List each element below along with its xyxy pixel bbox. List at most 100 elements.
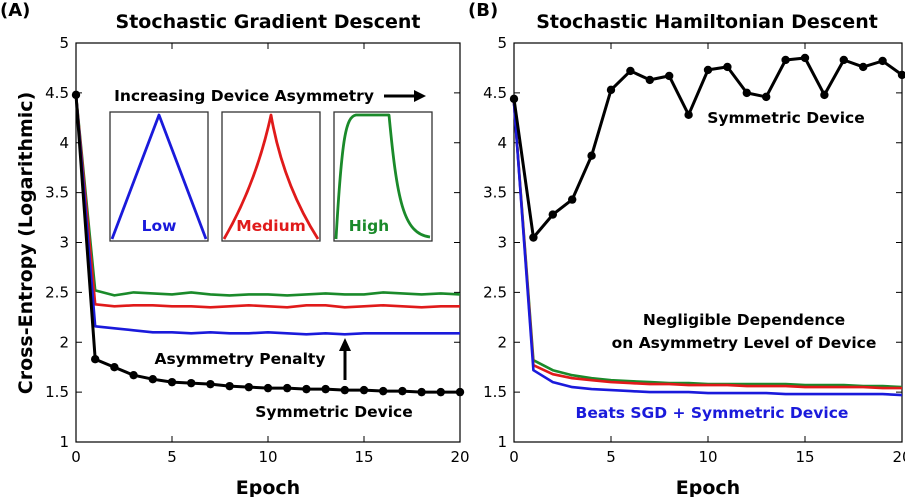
asymmetry-penalty-label: Asymmetry Penalty bbox=[155, 350, 326, 368]
data-point-symmetric-device bbox=[703, 65, 713, 75]
data-point-symmetric-device bbox=[110, 362, 119, 372]
data-point-symmetric-device bbox=[820, 90, 829, 100]
data-point-symmetric-device bbox=[129, 370, 138, 380]
y-tick-label: 4.5 bbox=[45, 84, 69, 102]
y-tick-label: 3 bbox=[497, 234, 507, 252]
inset-box-medium bbox=[221, 111, 321, 242]
data-point-symmetric-device bbox=[548, 210, 557, 219]
y-tick-label: 1 bbox=[59, 433, 69, 451]
y-tick-label: 1.5 bbox=[45, 383, 69, 401]
x-tick-label: 20 bbox=[450, 448, 469, 466]
penalty-arrow bbox=[339, 338, 351, 380]
panel-a-title: Stochastic Gradient Descent bbox=[116, 11, 421, 33]
inset-curve-medium bbox=[222, 113, 320, 240]
data-point-symmetric-device bbox=[263, 383, 273, 393]
y-tick-label: 4.5 bbox=[483, 84, 507, 102]
data-point-symmetric-device bbox=[509, 94, 519, 104]
x-tick-label: 10 bbox=[698, 448, 717, 466]
inset-label-low: Low bbox=[142, 217, 177, 235]
x-tick-label: 0 bbox=[509, 448, 519, 466]
panel-b-title: Stochastic Hamiltonian Descent bbox=[536, 11, 878, 33]
y-tick-label: 4 bbox=[59, 134, 69, 152]
y-tick-label: 2.5 bbox=[45, 283, 69, 301]
data-point-symmetric-device bbox=[436, 387, 445, 397]
data-point-symmetric-device bbox=[742, 88, 751, 98]
inset-curve-high bbox=[334, 113, 431, 240]
inset-curve-low bbox=[110, 113, 208, 240]
data-point-symmetric-device bbox=[839, 55, 848, 65]
y-tick-label: 2.5 bbox=[483, 283, 507, 301]
data-point-symmetric-device bbox=[781, 55, 790, 65]
series-line-symmetric-device bbox=[512, 56, 903, 239]
y-tick-label: 2 bbox=[59, 333, 69, 351]
beats-sgd-label: Beats SGD + Symmetric Device bbox=[576, 404, 849, 422]
data-point-symmetric-device bbox=[800, 53, 810, 63]
x-tick-label: 5 bbox=[167, 448, 177, 466]
panel-b-label: (B) bbox=[468, 0, 498, 21]
y-tick-label: 3.5 bbox=[483, 184, 507, 202]
data-point-symmetric-device bbox=[206, 379, 215, 389]
asymmetry-insets: Low Medium High bbox=[109, 111, 433, 242]
data-point-symmetric-device bbox=[283, 383, 292, 393]
data-point-symmetric-device bbox=[645, 75, 654, 85]
data-point-symmetric-device bbox=[859, 62, 868, 72]
panel-a-plot: 0 5 10 15 20 1 1.5 2 2.5 3 3.5 4 4.5 5 bbox=[45, 34, 469, 466]
data-point-symmetric-device bbox=[379, 386, 388, 396]
y-tick-label: 1 bbox=[497, 433, 507, 451]
data-point-symmetric-device bbox=[187, 378, 196, 388]
data-point-symmetric-device bbox=[684, 110, 693, 120]
data-point-symmetric-device bbox=[71, 90, 81, 100]
data-point-symmetric-device bbox=[626, 66, 635, 76]
data-point-symmetric-device bbox=[398, 386, 407, 396]
series-line-high bbox=[74, 94, 461, 297]
panel-a: (A) Stochastic Gradient Descent Epoch Cr… bbox=[0, 0, 470, 497]
y-tick-label: 3 bbox=[59, 234, 69, 252]
x-tick-label: 10 bbox=[258, 448, 277, 466]
x-tick-label: 15 bbox=[354, 448, 373, 466]
symmetric-device-label-b: Symmetric Device bbox=[707, 109, 865, 127]
y-tick-label: 5 bbox=[497, 34, 507, 52]
panel-b-xlabel: Epoch bbox=[676, 477, 740, 497]
series-line-low bbox=[512, 102, 903, 397]
inset-box-low bbox=[109, 111, 209, 242]
x-tick-label: 5 bbox=[606, 448, 616, 466]
symmetric-device-label-a: Symmetric Device bbox=[255, 403, 413, 421]
data-point-symmetric-device bbox=[568, 195, 577, 204]
data-point-symmetric-device bbox=[455, 387, 465, 397]
data-point-symmetric-device bbox=[606, 85, 616, 95]
negligible-dependence-line2: on Asymmetry Level of Device bbox=[612, 334, 877, 352]
data-point-symmetric-device bbox=[167, 377, 177, 387]
data-point-symmetric-device bbox=[148, 374, 157, 384]
series-line-medium bbox=[512, 102, 902, 390]
series-line-low bbox=[74, 94, 460, 336]
data-point-symmetric-device bbox=[321, 384, 330, 394]
plot-frame-b bbox=[513, 42, 903, 443]
x-tick-label: 15 bbox=[795, 448, 814, 466]
panel-b: (B) Stochastic Hamiltonian Descent Epoch… bbox=[468, 0, 905, 497]
data-point-symmetric-device bbox=[417, 387, 426, 397]
y-tick-label: 5 bbox=[59, 34, 69, 52]
data-point-symmetric-device bbox=[340, 385, 349, 395]
data-point-symmetric-device bbox=[723, 62, 732, 72]
inset-box-high bbox=[333, 111, 433, 242]
data-point-symmetric-device bbox=[302, 384, 311, 394]
data-point-symmetric-device bbox=[91, 355, 100, 364]
x-tick-label: 20 bbox=[892, 448, 905, 466]
increasing-asymmetry-label: Increasing Device Asymmetry bbox=[114, 87, 374, 105]
data-point-symmetric-device bbox=[244, 382, 253, 392]
panel-a-ylabel: Cross-Entropy (Logarithmic) bbox=[15, 92, 37, 395]
panel-a-label: (A) bbox=[0, 0, 30, 21]
data-point-symmetric-device bbox=[897, 70, 905, 80]
inset-label-medium: Medium bbox=[236, 217, 306, 235]
data-point-symmetric-device bbox=[665, 71, 674, 81]
y-tick-label: 1.5 bbox=[483, 383, 507, 401]
y-tick-label: 4 bbox=[497, 134, 507, 152]
series-line-medium bbox=[74, 94, 460, 309]
y-tick-label: 2 bbox=[497, 333, 507, 351]
panel-b-plot: 0 5 10 15 20 1 1.5 2 2.5 3 3.5 4 4.5 5 bbox=[483, 34, 905, 466]
data-point-symmetric-device bbox=[225, 381, 234, 391]
data-point-symmetric-device bbox=[359, 385, 369, 395]
x-tick-label: 0 bbox=[71, 448, 81, 466]
increasing-arrow bbox=[384, 90, 426, 102]
